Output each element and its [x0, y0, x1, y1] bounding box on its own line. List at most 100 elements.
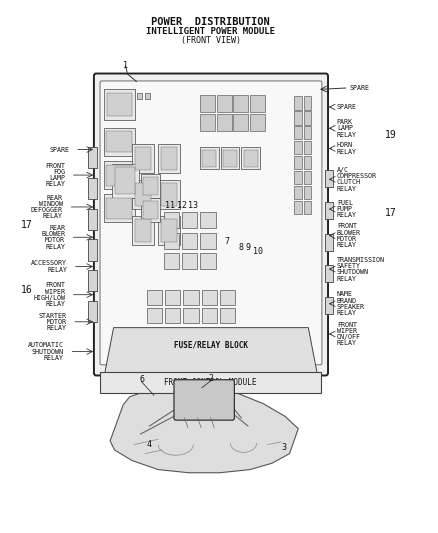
Text: 9: 9 [245, 244, 250, 253]
Bar [134, 147, 151, 169]
Bar [163, 253, 179, 269]
Bar [106, 198, 132, 219]
Bar [103, 128, 134, 156]
Bar [141, 174, 160, 198]
Bar [293, 126, 301, 140]
Bar [183, 290, 198, 305]
Bar [160, 183, 177, 206]
Bar [182, 213, 197, 228]
Bar [200, 253, 215, 269]
Bar [303, 126, 311, 140]
Bar [134, 183, 151, 206]
Text: FRONT
FOG
LAMP
RELAY: FRONT FOG LAMP RELAY [45, 163, 65, 188]
Bar [324, 169, 332, 187]
Bar [200, 213, 215, 228]
Text: SPARE: SPARE [49, 147, 69, 152]
Bar [158, 144, 180, 173]
Bar [303, 171, 311, 184]
Bar [163, 213, 179, 228]
Polygon shape [105, 328, 316, 373]
Bar [88, 208, 97, 230]
Text: (FRONT VIEW): (FRONT VIEW) [180, 36, 240, 45]
Bar [182, 253, 197, 269]
Bar [243, 150, 257, 166]
Text: 13: 13 [188, 201, 198, 211]
Text: NAME
BRAND
SPEAKER
RELAY: NAME BRAND SPEAKER RELAY [336, 292, 364, 316]
Text: 12: 12 [177, 201, 187, 211]
Text: FRONT
WIPER
HIGH/LOW
RELAY: FRONT WIPER HIGH/LOW RELAY [33, 282, 65, 307]
Text: 17: 17 [21, 220, 33, 230]
Text: HORN
RELAY: HORN RELAY [336, 142, 356, 155]
Bar [106, 165, 132, 185]
Bar [324, 201, 332, 219]
Text: STARTER
MOTOR
RELAY: STARTER MOTOR RELAY [38, 312, 66, 331]
Bar [132, 180, 153, 209]
Bar [158, 180, 180, 209]
Bar [182, 232, 197, 248]
Bar [160, 219, 177, 242]
Bar [88, 301, 97, 322]
Text: 10: 10 [252, 247, 262, 256]
Bar [201, 290, 216, 305]
Bar [106, 93, 131, 116]
Bar [216, 95, 231, 112]
Bar [112, 164, 138, 198]
Bar [158, 216, 180, 245]
Bar [303, 111, 311, 125]
Bar [200, 114, 215, 131]
Bar [293, 156, 301, 169]
Bar [303, 96, 311, 110]
Text: 2: 2 [208, 374, 213, 383]
Text: FUEL
PUMP
RELAY: FUEL PUMP RELAY [336, 200, 356, 219]
Bar [250, 114, 265, 131]
Bar [293, 185, 301, 199]
FancyBboxPatch shape [94, 74, 327, 375]
Text: 8: 8 [237, 244, 243, 253]
Bar [146, 309, 162, 324]
Text: FRONT
BLOWER
MOTOR
RELAY: FRONT BLOWER MOTOR RELAY [336, 223, 360, 248]
Bar [219, 309, 235, 324]
Bar [183, 309, 198, 324]
Bar [141, 198, 160, 222]
Bar [115, 167, 135, 195]
Bar [165, 309, 180, 324]
Bar [103, 195, 134, 222]
Text: 16: 16 [21, 286, 33, 295]
Bar [324, 297, 332, 314]
Bar [145, 93, 150, 99]
Text: POWER  DISTRIBUTION: POWER DISTRIBUTION [151, 17, 269, 27]
Bar [303, 185, 311, 199]
Text: 6: 6 [139, 375, 144, 384]
Bar [143, 200, 158, 219]
Bar [201, 309, 216, 324]
Text: PARK
LAMP
RELAY: PARK LAMP RELAY [336, 119, 356, 138]
Bar [165, 290, 180, 305]
Bar [303, 156, 311, 169]
Bar [202, 150, 216, 166]
Text: 17: 17 [384, 208, 396, 219]
Text: TRANSMISSION
SAFETY
SHUTDOWN
RELAY: TRANSMISSION SAFETY SHUTDOWN RELAY [336, 257, 384, 281]
Text: INTELLIGENT POWER MODULE: INTELLIGENT POWER MODULE [146, 27, 275, 36]
Text: AUTOMATIC
SHUTDOWN
RELAY: AUTOMATIC SHUTDOWN RELAY [28, 342, 64, 361]
Bar [250, 95, 265, 112]
Bar [241, 147, 259, 169]
Bar [163, 232, 179, 248]
Bar [293, 171, 301, 184]
Bar [233, 114, 248, 131]
Bar [216, 114, 231, 131]
Bar [324, 233, 332, 251]
Text: 11: 11 [165, 201, 175, 211]
Bar [146, 290, 162, 305]
Bar [293, 96, 301, 110]
Polygon shape [110, 383, 297, 473]
Bar [103, 90, 134, 120]
Bar [106, 132, 132, 152]
Bar [100, 372, 321, 393]
Bar [132, 216, 153, 245]
Bar [303, 200, 311, 214]
Text: 3: 3 [281, 443, 286, 453]
Bar [219, 290, 235, 305]
Text: ACCESSORY
RELAY: ACCESSORY RELAY [31, 261, 67, 272]
FancyBboxPatch shape [173, 379, 234, 420]
Text: FUSE/RELAY BLOCK: FUSE/RELAY BLOCK [173, 340, 247, 349]
